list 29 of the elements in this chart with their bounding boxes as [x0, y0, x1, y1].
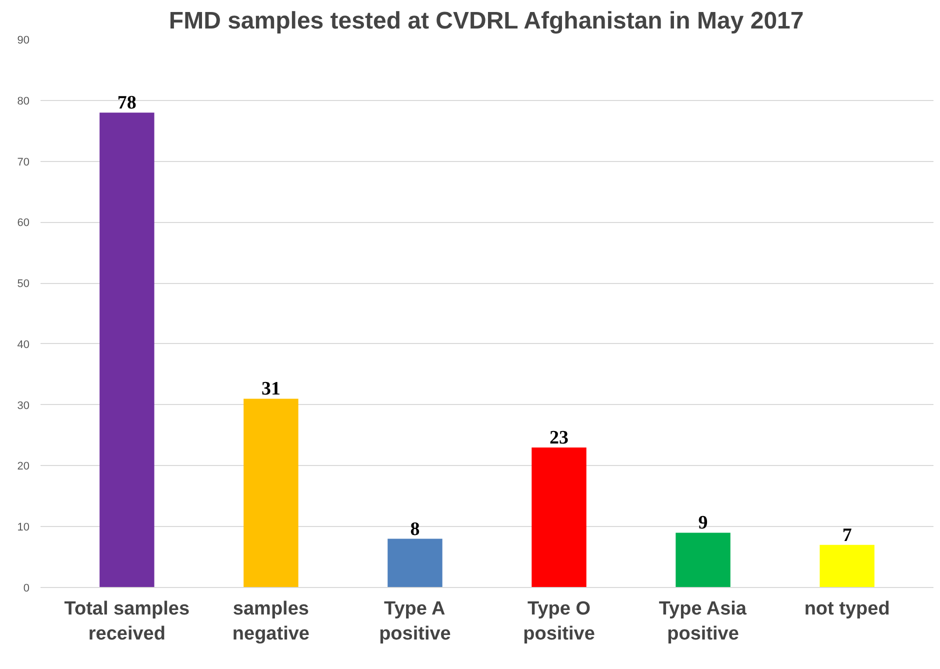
x-tick-label: Type O positive: [523, 598, 595, 645]
bar: [244, 398, 298, 588]
y-tick-label: 40: [17, 338, 30, 351]
data-label: 7: [842, 524, 852, 546]
bar: [100, 112, 154, 588]
y-tick-label: 30: [17, 400, 30, 412]
data-label: 78: [117, 92, 136, 114]
chart-title: FMD samples tested at CVDRL Afghanistan in May 2017: [168, 8, 804, 34]
x-tick-label: Total samples received: [64, 598, 190, 645]
bar: [532, 447, 586, 588]
y-tick-label: 70: [17, 156, 30, 168]
y-tick-label: 10: [17, 522, 30, 534]
y-tick-label: 80: [17, 95, 30, 108]
y-tick-label: 50: [17, 278, 30, 290]
bar: [820, 544, 874, 588]
y-tick-label: 60: [17, 217, 30, 230]
bar: [676, 532, 730, 588]
bar: [388, 538, 442, 588]
x-tick-label: Type A positive: [379, 598, 451, 645]
data-label: 9: [698, 512, 708, 534]
data-label: 23: [550, 427, 569, 448]
data-label: 8: [410, 518, 420, 540]
y-tick-label: 0: [23, 582, 30, 594]
x-tick-label: not typed: [804, 598, 890, 620]
x-tick-label: samples negative: [232, 598, 310, 645]
y-tick-label: 20: [17, 460, 30, 473]
y-tick-label: 90: [17, 34, 30, 46]
x-tick-label: Type Asia positive: [658, 598, 747, 645]
data-label: 31: [261, 378, 280, 400]
